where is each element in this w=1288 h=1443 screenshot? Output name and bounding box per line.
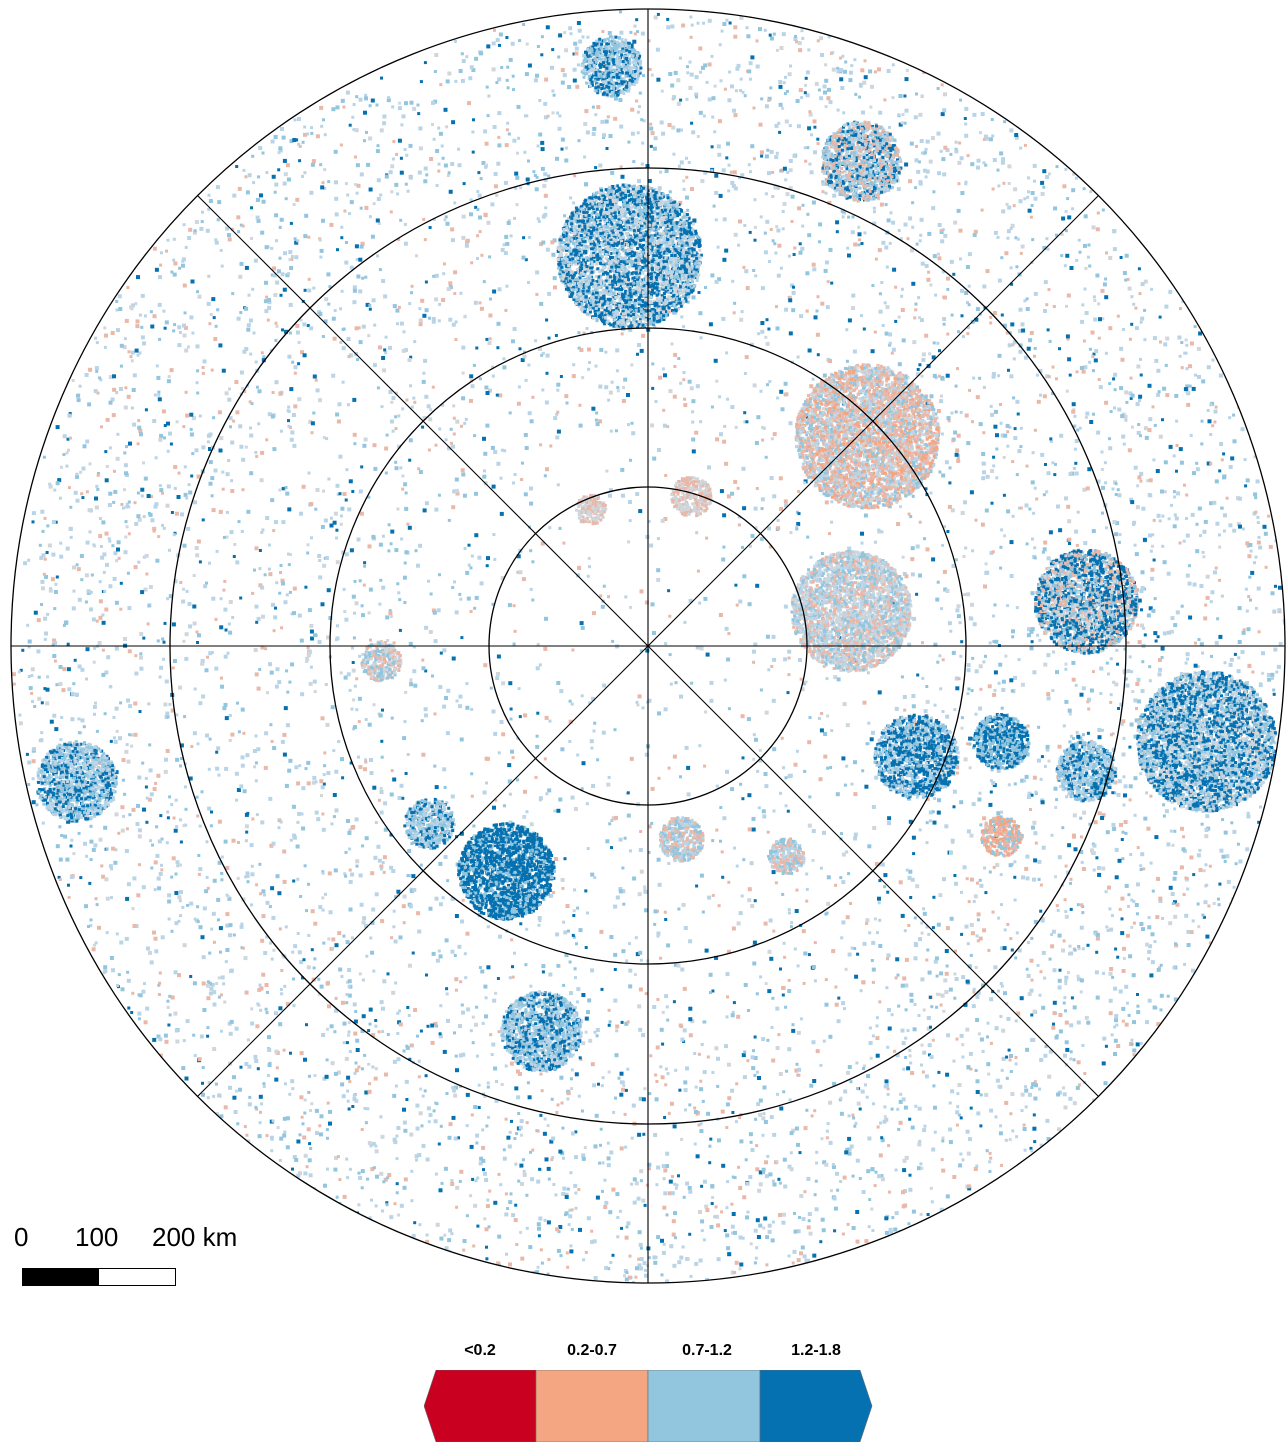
color-legend: <0.2 0.2-0.7 0.7-1.2 1.2-1.8 (424, 1342, 874, 1442)
scale-bar-segment-white (99, 1269, 175, 1285)
legend-colorbar (424, 1370, 874, 1442)
legend-swatch-2 (648, 1370, 760, 1442)
legend-swatch-3 (760, 1370, 872, 1442)
scale-label-100: 100 (75, 1222, 118, 1253)
scale-label-200: 200 km (152, 1222, 237, 1253)
polar-grid (11, 9, 1285, 1283)
legend-label-0: <0.2 (464, 1342, 496, 1360)
legend-label-1: 0.2-0.7 (567, 1342, 617, 1360)
scale-bar-segment-black (23, 1269, 99, 1285)
legend-label-3: 1.2-1.8 (791, 1342, 841, 1360)
legend-swatch-0 (424, 1370, 536, 1442)
polar-map-canvas (0, 0, 1288, 1300)
legend-swatch-1 (536, 1370, 648, 1442)
polar-map (0, 0, 1288, 1300)
legend-label-2: 0.7-1.2 (682, 1342, 732, 1360)
scale-label-0: 0 (14, 1222, 28, 1253)
meridian-line-5 (648, 646, 1098, 1096)
scale-bar (22, 1268, 176, 1286)
